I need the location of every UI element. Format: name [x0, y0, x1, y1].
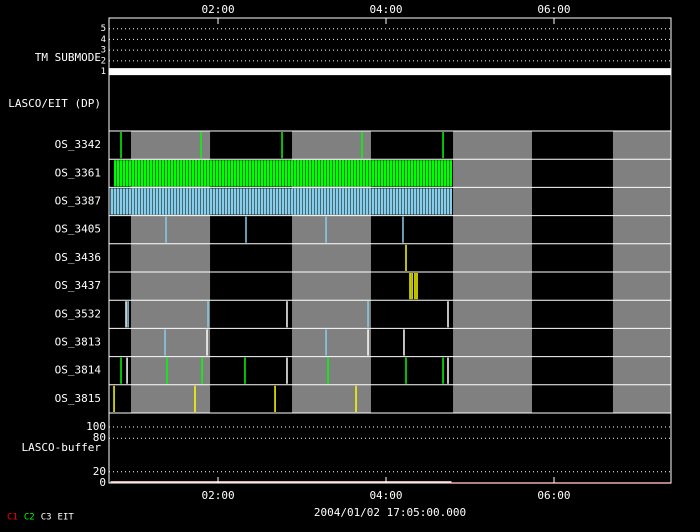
legend-entry: EIT — [58, 513, 75, 523]
x-caption: 2004/01/02 17:05:00.000 — [314, 506, 466, 519]
x-tick-label: 04:00 — [369, 489, 402, 502]
legend-entry: C2 — [24, 513, 35, 523]
plot-frame — [108, 17, 672, 484]
legend-entry: C3 — [41, 513, 52, 523]
row-label: OS_3387 — [55, 195, 101, 208]
x-tick-label: 06:00 — [537, 489, 570, 502]
buffer-label: LASCO-buffer — [22, 441, 102, 454]
row-label: OS_3437 — [55, 279, 101, 292]
row-label: OS_3813 — [55, 336, 101, 349]
legend-entry: C1 — [7, 513, 18, 523]
x-tick-label-top: 04:00 — [369, 3, 402, 16]
buffer-tick-label: 80 — [93, 431, 106, 444]
buffer-tick-label: 100 — [86, 420, 106, 433]
x-tick-label-top: 02:00 — [201, 3, 234, 16]
tm-tick-label: 5 — [101, 24, 106, 34]
row-label: OS_3815 — [55, 392, 101, 405]
x-tick-label: 02:00 — [201, 489, 234, 502]
tm-label: TM SUBMODE — [35, 51, 101, 64]
tm-tick-label: 1 — [101, 67, 106, 77]
tm-tick-label: 4 — [101, 35, 106, 45]
row-label: OS_3342 — [55, 138, 101, 151]
row-label: OS_3405 — [55, 223, 101, 236]
x-tick-label-top: 06:00 — [537, 3, 570, 16]
buffer-tick-label: 0 — [99, 476, 106, 489]
tm-tick-label: 3 — [101, 46, 106, 56]
row-label: OS_3532 — [55, 307, 101, 320]
row-label: OS_3814 — [55, 364, 102, 377]
tm-tick-label: 2 — [101, 56, 106, 66]
row-label: OS_3361 — [55, 166, 101, 179]
lasco-eit-label: LASCO/EIT (DP) — [8, 97, 101, 110]
span-stripes — [114, 160, 453, 187]
buffer-tick-label: 20 — [93, 465, 106, 478]
span-stripes — [110, 188, 453, 215]
row-label: OS_3436 — [55, 251, 101, 264]
